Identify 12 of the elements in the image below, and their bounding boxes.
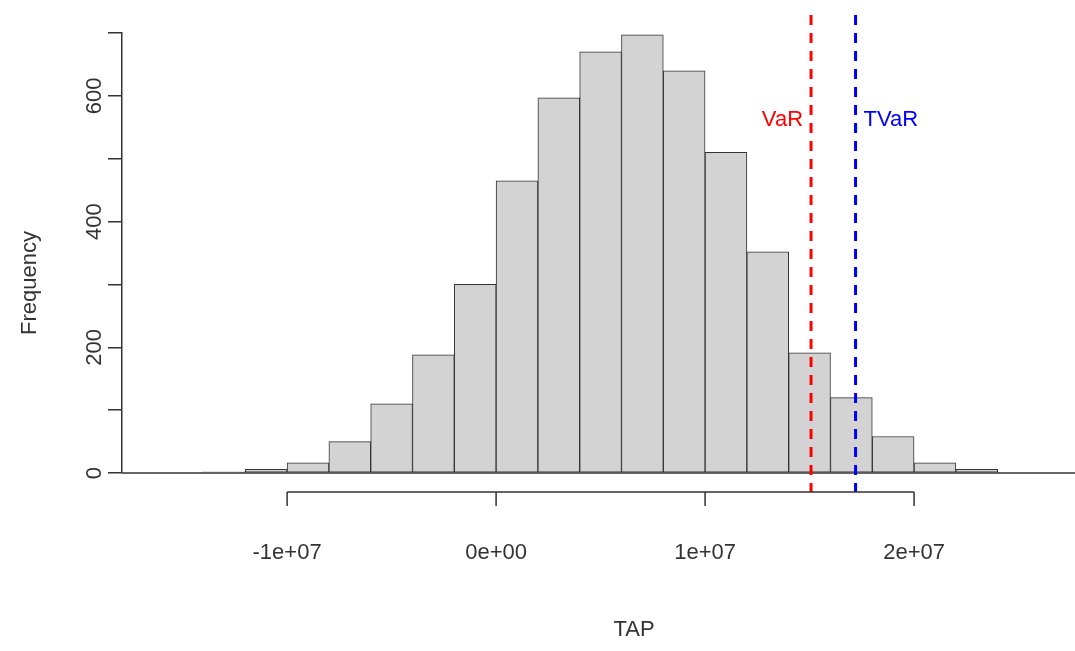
ref-line-label: VaR — [761, 105, 804, 131]
y-tick-label: 200 — [81, 328, 107, 366]
y-tick-label: 600 — [81, 77, 107, 115]
x-axis-title: TAP — [613, 616, 655, 642]
x-tick-label: -1e+07 — [252, 539, 322, 565]
ref-line-label: TVaR — [863, 105, 919, 131]
x-tick-label: 0e+00 — [465, 539, 527, 565]
y-tick-label: 0 — [81, 466, 107, 480]
y-axis-title: Frequency — [16, 231, 42, 335]
y-tick-label: 400 — [81, 203, 107, 240]
x-tick-label: 2e+07 — [883, 539, 945, 565]
x-tick-label: 1e+07 — [674, 539, 736, 565]
